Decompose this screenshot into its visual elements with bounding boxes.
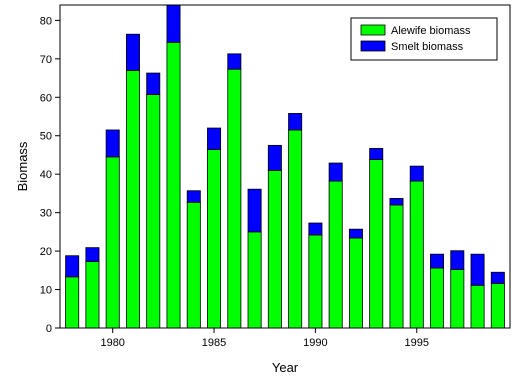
alewife-bar-1986 [228,69,241,328]
x-tick-label: 1980 [100,337,124,349]
smelt-bar-1985 [207,128,220,150]
alewife-bar-1984 [187,202,200,328]
alewife-bar-1991 [329,181,342,328]
legend-label-smelt: Smelt biomass [391,41,464,53]
alewife-bar-1999 [491,283,504,328]
alewife-bar-1982 [147,95,160,328]
smelt-bar-1979 [86,248,99,262]
smelt-bar-1995 [410,166,423,181]
alewife-bar-1988 [268,170,281,328]
smelt-bar-1997 [451,251,464,270]
y-tick-label: 50 [40,131,52,143]
y-tick-label: 60 [40,92,52,104]
alewife-bar-1997 [451,270,464,328]
smelt-bar-1986 [228,54,241,69]
y-tick-label: 40 [40,169,52,181]
smelt-bar-1994 [390,198,403,205]
y-tick-label: 20 [40,246,52,258]
x-tick-label: 1995 [405,337,429,349]
alewife-bar-1995 [410,181,423,328]
smelt-bar-1990 [309,223,322,235]
alewife-bar-1979 [86,261,99,328]
smelt-bar-1982 [147,73,160,95]
alewife-bar-1989 [289,130,302,328]
smelt-bar-1983 [167,4,180,42]
y-tick-label: 80 [40,15,52,27]
alewife-bar-1996 [430,268,443,328]
alewife-bar-1994 [390,205,403,328]
x-tick-label: 1990 [303,337,327,349]
legend-label-alewife: Alewife biomass [391,25,471,37]
smelt-bar-1999 [491,272,504,283]
legend: Alewife biomass Smelt biomass [351,18,497,60]
smelt-bar-1984 [187,191,200,203]
smelt-bar-1991 [329,163,342,181]
y-axis-title: Biomass [15,141,30,191]
y-axis: 0 10 20 30 40 50 60 70 80 [40,15,60,335]
legend-swatch-smelt [361,41,385,51]
alewife-bar-1993 [370,160,383,328]
x-axis: 1980 1985 1990 1995 [100,328,429,349]
x-tick-label: 1985 [202,337,226,349]
alewife-bar-1998 [471,285,484,328]
y-tick-label: 10 [40,285,52,297]
alewife-bar-1983 [167,42,180,328]
alewife-bar-1987 [248,232,261,328]
smelt-bar-1989 [289,113,302,130]
smelt-bar-1981 [126,34,139,70]
y-tick-label: 30 [40,208,52,220]
alewife-bar-1990 [309,235,322,328]
y-tick-label: 70 [40,54,52,66]
smelt-bar-1987 [248,189,261,232]
alewife-bar-1985 [207,150,220,328]
smelt-bar-1998 [471,254,484,285]
smelt-bar-1996 [430,254,443,268]
x-axis-title: Year [272,360,299,375]
smelt-bar-1992 [349,229,362,238]
alewife-bar-1981 [126,70,139,328]
smelt-bar-1980 [106,130,119,157]
alewife-bar-1978 [66,277,79,328]
smelt-bar-1988 [268,145,281,170]
alewife-bar-1992 [349,238,362,328]
alewife-bar-1980 [106,157,119,328]
smelt-bar-1978 [66,256,79,277]
smelt-bar-1993 [370,148,383,159]
legend-swatch-alewife [361,25,385,35]
y-tick-label: 0 [46,323,52,335]
